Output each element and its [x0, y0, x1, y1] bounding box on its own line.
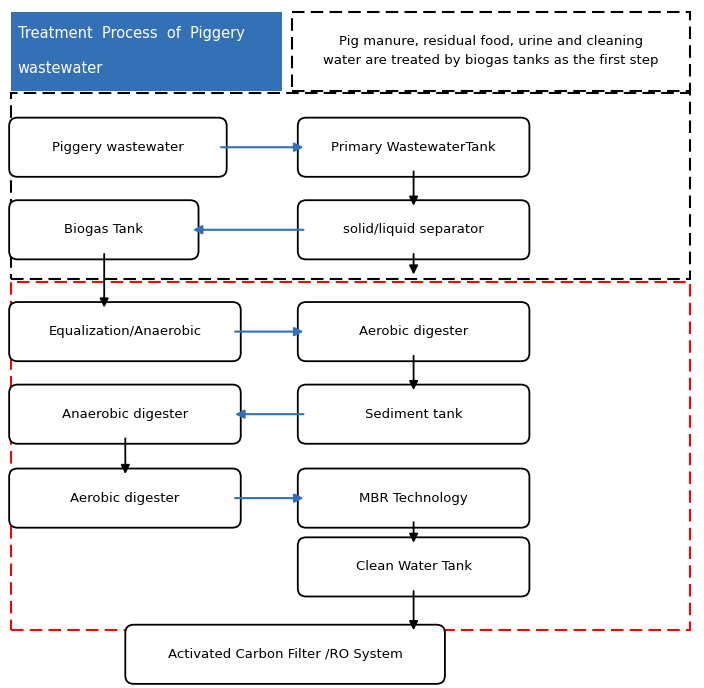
- FancyBboxPatch shape: [9, 118, 227, 177]
- FancyBboxPatch shape: [298, 118, 529, 177]
- Text: MBR Technology: MBR Technology: [359, 492, 468, 504]
- Text: Equalization/Anaerobic: Equalization/Anaerobic: [49, 325, 201, 338]
- FancyBboxPatch shape: [9, 385, 241, 444]
- FancyBboxPatch shape: [298, 302, 529, 361]
- Text: wastewater: wastewater: [18, 61, 103, 76]
- Bar: [11, 282, 690, 630]
- Bar: [11, 12, 282, 91]
- FancyBboxPatch shape: [125, 625, 445, 684]
- Text: Primary WastewaterTank: Primary WastewaterTank: [332, 141, 496, 153]
- FancyBboxPatch shape: [9, 302, 241, 361]
- Text: Anaerobic digester: Anaerobic digester: [62, 408, 188, 420]
- Text: Aerobic digester: Aerobic digester: [359, 325, 468, 338]
- FancyBboxPatch shape: [298, 200, 529, 259]
- FancyBboxPatch shape: [298, 469, 529, 528]
- Text: solid/liquid separator: solid/liquid separator: [344, 224, 484, 236]
- FancyBboxPatch shape: [298, 537, 529, 596]
- Text: Piggery wastewater: Piggery wastewater: [52, 141, 184, 153]
- Text: Biogas Tank: Biogas Tank: [64, 224, 144, 236]
- FancyBboxPatch shape: [9, 200, 199, 259]
- Text: Sediment tank: Sediment tank: [365, 408, 463, 420]
- Text: Aerobic digester: Aerobic digester: [70, 492, 180, 504]
- Text: Pig manure, residual food, urine and cleaning
water are treated by biogas tanks : Pig manure, residual food, urine and cle…: [323, 35, 659, 67]
- FancyBboxPatch shape: [9, 469, 241, 528]
- Text: Treatment  Process  of  Piggery: Treatment Process of Piggery: [18, 26, 244, 41]
- Text: Clean Water Tank: Clean Water Tank: [356, 561, 472, 573]
- FancyBboxPatch shape: [298, 385, 529, 444]
- Bar: [292, 12, 690, 91]
- Text: Activated Carbon Filter /RO System: Activated Carbon Filter /RO System: [168, 648, 403, 660]
- Bar: [11, 93, 690, 279]
